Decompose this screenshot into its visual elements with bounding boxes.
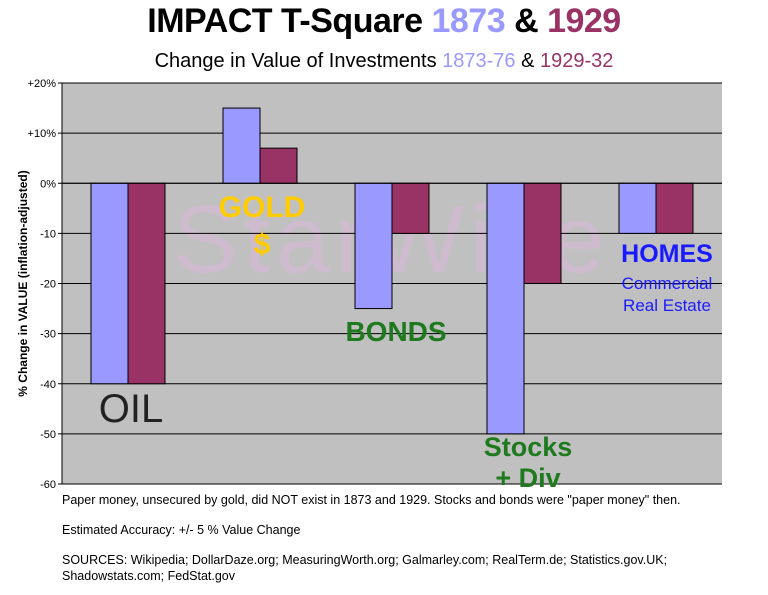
footer-sources-continued: Shadowstats.com; FedStat.gov (62, 569, 236, 583)
title-year-1873: 1873 (431, 2, 506, 40)
bar-oil-1873-76 (90, 182, 129, 385)
bar-homes-1873-76 (618, 182, 657, 234)
bar-homes-1929-32 (655, 182, 694, 234)
y-tick-label: -10 (40, 228, 56, 240)
title-ampersand: & (514, 2, 539, 40)
category-label-homes: Real Estate (623, 296, 711, 315)
chart-subtitle: Change in Value of Investments 1873-76 &… (0, 50, 768, 73)
y-tick-label: -60 (40, 479, 56, 490)
bar-bonds-1873-76 (354, 182, 393, 310)
subtitle-main: Change in Value of Investments (154, 50, 437, 72)
category-label-homes: HOMES (621, 240, 713, 268)
category-label-stocks: + Div (495, 463, 560, 490)
subtitle-period-1929: 1929-32 (540, 50, 614, 72)
y-tick-label: -20 (40, 279, 56, 291)
footer-note: Paper money, unsecured by gold, did NOT … (62, 493, 681, 507)
subtitle-period-1873: 1873-76 (442, 50, 516, 72)
title-main: IMPACT T-Square (147, 2, 423, 40)
y-tick-label: -40 (40, 379, 56, 391)
footer-sources: SOURCES: Wikipedia; DollarDaze.org; Meas… (62, 553, 668, 567)
bar-gold-1873-76 (222, 107, 261, 184)
category-label-gold: $ (254, 228, 271, 261)
category-label-gold: GOLD (219, 191, 306, 224)
category-label-oil: OIL (99, 387, 163, 431)
bar-oil-1929-32 (127, 182, 166, 385)
category-label-bonds: BONDS (345, 316, 446, 347)
y-tick-label: +10% (28, 128, 57, 140)
bar-bonds-1929-32 (391, 182, 430, 234)
subtitle-ampersand: & (521, 50, 535, 72)
category-label-stocks: Stocks (484, 432, 573, 462)
y-tick-label: +20% (28, 78, 57, 90)
category-label-homes: Commercial (622, 274, 713, 293)
bar-stocks-1929-32 (523, 182, 562, 284)
bar-gold-1929-32 (259, 147, 298, 184)
y-tick-label: -50 (40, 429, 56, 441)
y-tick-label: 0% (40, 178, 56, 190)
title-year-1929: 1929 (547, 2, 621, 40)
bar-chart: StarWise+20%+10%0%-10-20-30-40-50-60% Ch… (16, 78, 722, 490)
bar-stocks-1873-76 (486, 182, 525, 435)
y-axis-label: % Change in VALUE (inflation-adjusted) (16, 170, 30, 396)
y-tick-label: -30 (40, 329, 56, 341)
chart-title: IMPACT T-Square 1873 & 1929 (0, 2, 768, 41)
footer-accuracy: Estimated Accuracy: +/- 5 % Value Change (62, 523, 301, 537)
